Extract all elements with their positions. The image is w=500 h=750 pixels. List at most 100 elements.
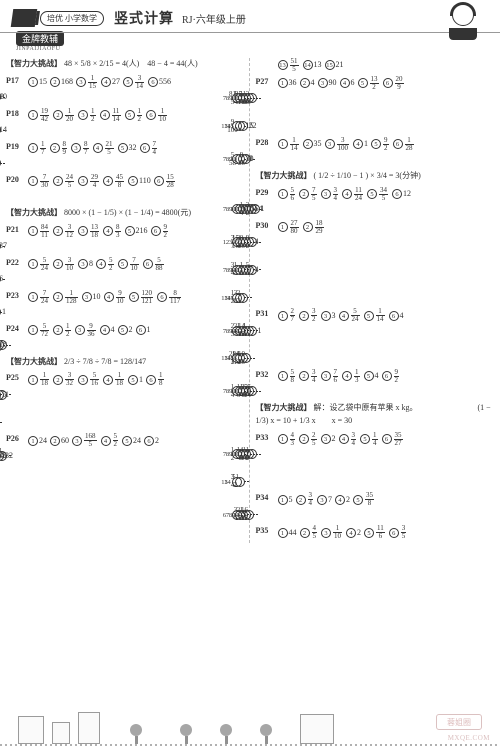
answer-item: 117 xyxy=(28,141,47,156)
answer-item: 156 xyxy=(278,187,297,202)
answer-item: 5358 xyxy=(353,492,375,507)
answer-item: 3110 xyxy=(321,525,343,540)
circled-number: 5 xyxy=(367,189,377,199)
fraction: 114 xyxy=(376,308,385,323)
page-label: P19 xyxy=(6,141,28,154)
fraction: 34 xyxy=(333,187,339,202)
answer-item: 413 xyxy=(342,369,361,384)
fraction: 145 xyxy=(9,387,11,402)
circled-number: 5 xyxy=(118,143,128,153)
answer-item: 334 xyxy=(321,187,340,202)
circled-number: 3 xyxy=(321,311,331,321)
answer-item: 3294 xyxy=(78,174,100,189)
page-label: P31 xyxy=(256,308,278,321)
answer-item: 2310 xyxy=(53,257,75,272)
answer-item: 390 xyxy=(318,77,337,90)
circled-number: 4 xyxy=(101,77,111,87)
circled-number: 2 xyxy=(50,143,60,153)
circled-number: 2 xyxy=(50,436,60,446)
circled-number: 4 xyxy=(103,226,113,236)
circled-number: 1 xyxy=(278,528,288,538)
answer-item: 5110 xyxy=(128,175,151,188)
circled-number: 6 xyxy=(143,259,153,269)
answer-item: 33100 xyxy=(325,137,351,152)
fraction: 32 xyxy=(311,308,317,323)
page-block: P261242603168545252462712825394810511321… xyxy=(6,433,245,463)
answer-item: 5710 xyxy=(118,257,140,272)
circled-number: 2 xyxy=(53,292,63,302)
circled-number: 4 xyxy=(335,495,345,505)
page-block: P181194221203124111451261107718829914103… xyxy=(6,108,245,138)
challenge-section: 【智力大挑战】 ( 1/2 ÷ 1/10 − 1 ) × 3/4 = 3(分钟) xyxy=(256,170,495,183)
challenge-expression: 解：设乙袋中原有苹果 x kg。 xyxy=(312,403,418,412)
circled-number: 1 xyxy=(278,78,288,88)
circled-number: 3 xyxy=(321,189,331,199)
circled-number: 6 xyxy=(146,110,156,120)
page-block: P34152343742535865734827917101615 xyxy=(256,492,495,522)
answer-item: 452 xyxy=(96,257,115,272)
circled-number: 1 xyxy=(28,375,38,385)
circled-number: 3 xyxy=(321,371,331,381)
page-label: P32 xyxy=(256,369,278,382)
fraction: 114 xyxy=(290,137,299,152)
page-block: P171152168311542753146556723823910101721 xyxy=(6,75,245,105)
answer-item: 24 xyxy=(300,77,315,90)
circled-number: 5 xyxy=(118,259,128,269)
fraction: 245 xyxy=(65,174,74,189)
fraction: 56 xyxy=(290,187,296,202)
fraction: 35 xyxy=(401,525,407,540)
fraction: 27 xyxy=(290,308,296,323)
answer-item: 524 xyxy=(122,435,141,448)
circled-number: 3 xyxy=(78,176,88,186)
fraction: 730 xyxy=(40,174,49,189)
fraction: 83 xyxy=(115,224,121,239)
answer-item: 427 xyxy=(101,76,120,89)
answer-item: 18411 xyxy=(28,224,50,239)
fraction: 118 xyxy=(40,372,49,387)
answer-item: 1118 xyxy=(28,372,50,387)
fraction: 1528 xyxy=(166,174,175,189)
page-label: P17 xyxy=(6,75,28,88)
fraction: 575 xyxy=(3,156,5,171)
page-label: P28 xyxy=(256,137,278,150)
challenge-expression: ( 1/2 ÷ 1/10 − 1 ) × 3/4 = 3(分钟) xyxy=(312,171,421,180)
watermark-url: MXQE.COM xyxy=(448,734,490,742)
answer-item: 144 xyxy=(278,527,297,540)
challenge-section: 【智力大挑战】 解：设乙袋中原有苹果 x kg。(1 − 1/3) x = 10… xyxy=(256,402,495,428)
fraction: 115 xyxy=(88,75,97,90)
answer-item: 5132 xyxy=(358,76,380,91)
circled-number: 6 xyxy=(157,292,167,302)
fraction: 332 xyxy=(65,372,74,387)
answer-item: 1524 xyxy=(28,257,50,272)
fraction: 52 xyxy=(113,433,119,448)
circled-number: 1 xyxy=(28,176,38,186)
challenge-expression: 48 × 5/8 × 2/15 = 4(人) 48 − 4 = 44(人) xyxy=(62,59,198,68)
answer-item: 635 xyxy=(389,525,408,540)
answer-item: 38 xyxy=(78,258,93,271)
fraction: 120 xyxy=(65,108,74,123)
fraction: 335 xyxy=(3,239,5,254)
answer-item: 434 xyxy=(339,432,358,447)
fraction: 380 xyxy=(9,338,11,353)
circled-number: 2 xyxy=(53,325,63,335)
circled-number: 4 xyxy=(339,434,349,444)
fraction: 710 xyxy=(130,257,139,272)
circled-number: 6 xyxy=(136,325,146,335)
circled-number: 5 xyxy=(125,226,135,236)
circled-number: 1 xyxy=(28,259,38,269)
circled-number: 2 xyxy=(53,259,63,269)
fraction: 516 xyxy=(90,372,99,387)
page-label: P26 xyxy=(6,433,28,446)
challenge-section: 【智力大挑战】 48 × 5/8 × 2/15 = 4(人) 48 − 4 = … xyxy=(6,58,245,71)
page-label: P20 xyxy=(6,174,28,187)
circled-number: 15 xyxy=(325,60,335,70)
answer-item: 32 xyxy=(321,433,336,446)
fraction: 25 xyxy=(0,415,2,430)
circled-number: 4 xyxy=(100,325,110,335)
answer-item: 312 xyxy=(78,108,97,123)
answer-item: 124 xyxy=(28,435,47,448)
answer-item: 483 xyxy=(103,224,122,239)
answer-item: 2245 xyxy=(53,174,75,189)
fraction: 13 xyxy=(354,369,360,384)
fraction: 92 xyxy=(394,369,400,384)
